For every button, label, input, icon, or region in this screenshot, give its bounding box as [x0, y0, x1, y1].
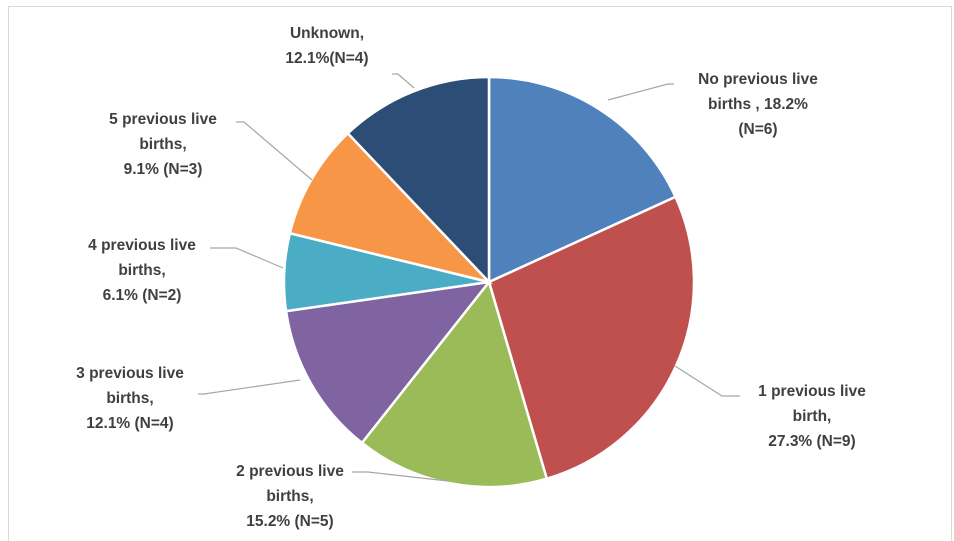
slice-label-line: births,: [266, 488, 313, 505]
slice-label-line: births,: [106, 390, 153, 407]
leader-line-6: [236, 121, 313, 181]
slice-label-line: births,: [139, 136, 186, 153]
leader-line-2: [674, 365, 740, 397]
slice-label-line: (N=6): [738, 121, 777, 138]
slice-label-5: 4 previous live births, 6.1% (N=2): [88, 237, 196, 304]
slice-label-line: 3 previous live: [76, 365, 184, 382]
slice-label-6: 5 previous live births, 9.1% (N=3): [109, 111, 217, 178]
leader-line-5: [210, 247, 284, 269]
slice-label-line: 1 previous live: [758, 383, 866, 400]
slice-label-line: Unknown,: [290, 25, 364, 42]
slice-label-line: births,: [118, 262, 165, 279]
labels-layer: No previous live births , 18.2% (N=6) 1 pre…: [76, 25, 866, 530]
pie-slice-1: [487, 75, 678, 284]
slices-layer: [282, 75, 696, 489]
slice-label-line: 4 previous live: [88, 237, 196, 254]
slice-label-line: No previous live: [698, 71, 818, 88]
chart-border: [8, 6, 952, 541]
slice-label-line: 5 previous live: [109, 111, 217, 128]
slice-label-line: 12.1% (N=4): [86, 415, 173, 432]
leader-line-1: [607, 83, 674, 101]
slice-label-line: 12.1%(N=4): [285, 50, 368, 67]
slice-label-3: 2 previous live births, 15.2% (N=5): [236, 463, 344, 530]
pie-slice-7: [346, 75, 491, 286]
slice-label-line: 2 previous live: [236, 463, 344, 480]
slice-label-line: 9.1% (N=3): [124, 161, 203, 178]
leader-line-4: [198, 379, 301, 395]
pie-slice-2: [487, 195, 696, 481]
slice-label-2: 1 previous live birth, 27.3% (N=9): [758, 383, 866, 450]
slice-label-line: births , 18.2%: [708, 96, 808, 113]
pie-slice-4: [284, 280, 492, 445]
leader-line-7: [392, 73, 415, 89]
slice-label-1: No previous live births , 18.2% (N=6): [698, 71, 818, 138]
leader-line-3: [352, 471, 449, 482]
slice-label-4: 3 previous live births, 12.1% (N=4): [76, 365, 184, 432]
slice-label-7: Unknown, 12.1%(N=4): [285, 25, 368, 67]
pie-slice-3: [360, 279, 549, 489]
leaders-layer: [198, 73, 740, 482]
slice-label-line: 6.1% (N=2): [103, 287, 182, 304]
slice-label-line: 15.2% (N=5): [246, 513, 333, 530]
slice-label-line: birth,: [793, 408, 832, 425]
slice-label-line: 27.3% (N=9): [768, 433, 855, 450]
